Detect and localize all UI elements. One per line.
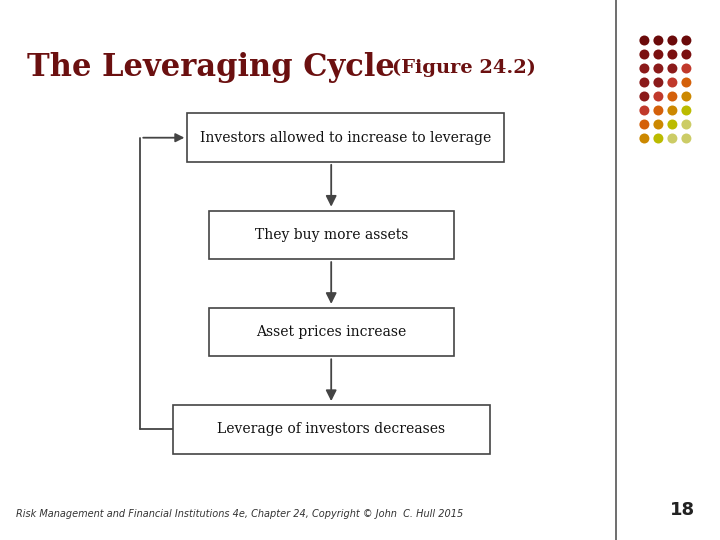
Circle shape bbox=[667, 50, 678, 59]
Circle shape bbox=[681, 119, 691, 130]
Circle shape bbox=[639, 91, 649, 102]
Circle shape bbox=[654, 36, 663, 45]
Circle shape bbox=[667, 36, 678, 45]
Circle shape bbox=[681, 64, 691, 73]
Circle shape bbox=[667, 64, 678, 73]
Circle shape bbox=[681, 50, 691, 59]
Circle shape bbox=[681, 133, 691, 144]
FancyBboxPatch shape bbox=[187, 113, 504, 162]
FancyBboxPatch shape bbox=[209, 211, 454, 259]
Circle shape bbox=[654, 64, 663, 73]
Text: The Leveraging Cycle: The Leveraging Cycle bbox=[27, 52, 395, 83]
Circle shape bbox=[654, 91, 663, 102]
Circle shape bbox=[639, 78, 649, 87]
Circle shape bbox=[667, 119, 678, 130]
Circle shape bbox=[639, 50, 649, 59]
Circle shape bbox=[639, 36, 649, 45]
FancyBboxPatch shape bbox=[173, 405, 490, 454]
Circle shape bbox=[667, 133, 678, 144]
Circle shape bbox=[639, 64, 649, 73]
Circle shape bbox=[681, 36, 691, 45]
Text: Risk Management and Financial Institutions 4e, Chapter 24, Copyright © John  C. : Risk Management and Financial Institutio… bbox=[16, 509, 463, 519]
Circle shape bbox=[639, 133, 649, 144]
Circle shape bbox=[639, 119, 649, 130]
Text: Investors allowed to increase to leverage: Investors allowed to increase to leverag… bbox=[200, 131, 491, 145]
Text: (Figure 24.2): (Figure 24.2) bbox=[392, 58, 536, 77]
Circle shape bbox=[654, 78, 663, 87]
Circle shape bbox=[667, 78, 678, 87]
FancyBboxPatch shape bbox=[209, 308, 454, 356]
Text: They buy more assets: They buy more assets bbox=[254, 228, 408, 242]
Circle shape bbox=[654, 50, 663, 59]
Circle shape bbox=[654, 105, 663, 116]
Circle shape bbox=[681, 105, 691, 116]
Text: Leverage of investors decreases: Leverage of investors decreases bbox=[217, 422, 445, 436]
Circle shape bbox=[667, 105, 678, 116]
Circle shape bbox=[654, 119, 663, 130]
Circle shape bbox=[667, 91, 678, 102]
Circle shape bbox=[681, 91, 691, 102]
Text: Asset prices increase: Asset prices increase bbox=[256, 325, 406, 339]
Circle shape bbox=[681, 78, 691, 87]
Circle shape bbox=[654, 133, 663, 144]
Text: 18: 18 bbox=[670, 502, 695, 519]
Circle shape bbox=[639, 105, 649, 116]
